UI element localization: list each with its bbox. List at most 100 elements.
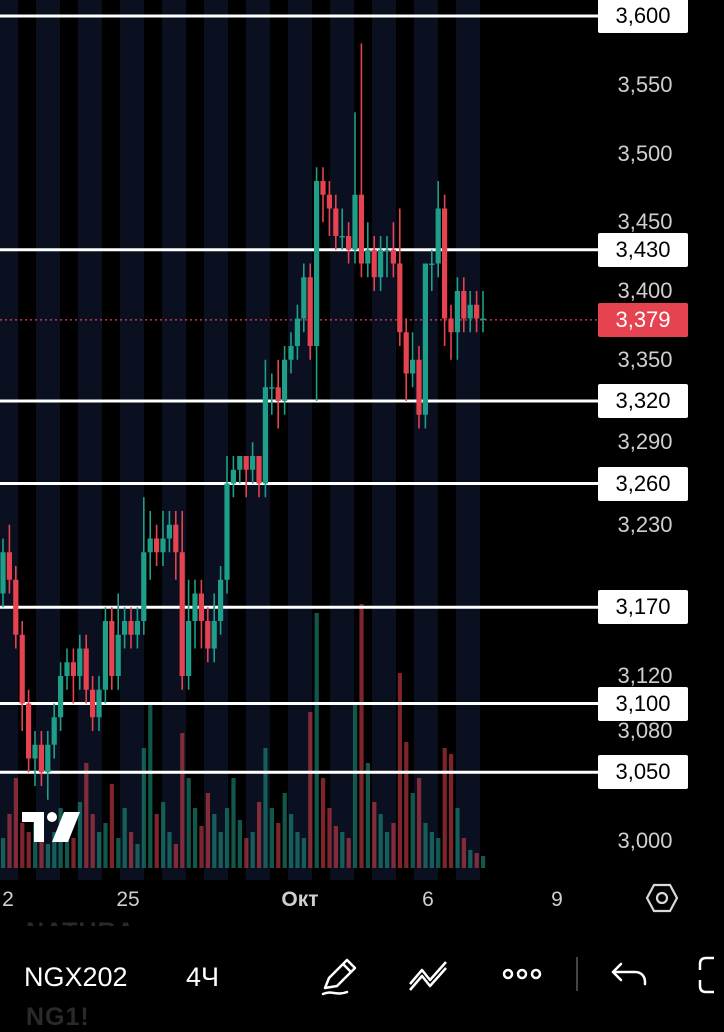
candle-body (403, 332, 409, 374)
volume-bar (455, 808, 460, 868)
symbol-ghost: NG1! (26, 1003, 90, 1031)
session-band (120, 0, 144, 880)
volume-bar (90, 814, 95, 868)
volume-bar (13, 778, 18, 868)
candle-body (198, 593, 204, 621)
level-price-tag[interactable]: 3,600 (598, 0, 688, 33)
candle-body (51, 717, 57, 745)
x-tick-label: 2 (2, 888, 14, 911)
price-tick-label: 3,120 (617, 663, 673, 688)
volume-bar (404, 742, 409, 868)
symbol-button[interactable]: NGX202 (24, 962, 128, 992)
volume-bar (321, 778, 326, 868)
volume-bar (263, 748, 268, 868)
level-price-tag[interactable]: 3,320 (598, 384, 688, 418)
more-dots-icon[interactable] (498, 952, 546, 1000)
level-price-tag[interactable]: 3,430 (598, 232, 688, 267)
level-price-tag[interactable]: 3,100 (598, 686, 688, 721)
candle-body (160, 538, 166, 553)
price-tick-label: 3,230 (617, 511, 673, 537)
candle-body (352, 194, 358, 250)
candle-body (166, 524, 172, 539)
volume-bar (141, 748, 146, 868)
session-band (204, 0, 228, 880)
candle-body (211, 621, 217, 649)
candle-body (32, 744, 38, 759)
interval-button[interactable]: 4Ч (186, 962, 220, 992)
volume-bar (205, 793, 210, 868)
session-band (330, 0, 354, 880)
candle-body (147, 538, 153, 553)
time-axis[interactable]: 2 25 Окт 6 9 (0, 880, 724, 920)
fullscreen-icon[interactable] (694, 952, 724, 1000)
candle-body (0, 552, 6, 594)
candle-body (186, 621, 192, 676)
x-tick-label: 6 (422, 888, 434, 911)
volume-bar (385, 832, 390, 868)
volume-bar (257, 802, 262, 868)
candle-body (205, 621, 211, 649)
candle-body (128, 621, 134, 635)
volume-bar (26, 832, 31, 868)
price-chart[interactable] (0, 0, 724, 880)
candle-body (294, 318, 300, 346)
volume-bar (109, 784, 114, 868)
candle-body (13, 579, 19, 635)
candle-body (346, 236, 352, 250)
candle-body (102, 621, 108, 690)
level-price-tag[interactable]: 3,170 (598, 590, 688, 625)
candle-body (480, 318, 486, 320)
price-tick-label: 3,500 (617, 140, 673, 166)
undo-arrow-icon[interactable] (607, 952, 655, 1000)
volume-bar (20, 823, 25, 868)
volume-bar (122, 808, 127, 868)
candle-body (384, 249, 390, 252)
volume-bar (167, 832, 172, 868)
candle-body (230, 469, 236, 484)
candle-body (275, 387, 281, 401)
volume-bar (225, 808, 230, 868)
candle-body (262, 387, 268, 484)
candle-body (224, 483, 230, 580)
volume-bar (346, 838, 351, 868)
volume-bar (333, 826, 338, 868)
candle-body (333, 208, 339, 236)
candle-body (173, 524, 179, 553)
candle-body (115, 634, 121, 676)
bottom-toolbar (0, 926, 724, 1024)
volume-bar (449, 754, 454, 868)
volume-bar (129, 832, 134, 868)
candle-body (301, 277, 307, 319)
volume-bar (417, 778, 422, 868)
volume-bar (1, 838, 6, 868)
volume-bar (289, 814, 294, 868)
chart-area[interactable]: 3,550 3,500 3,450 3,400 3,350 3,290 3,230 3,120… (0, 0, 724, 880)
volume-bar (442, 748, 447, 868)
volume-bar (148, 703, 153, 868)
candle-body (326, 194, 332, 209)
candle-body (269, 387, 275, 389)
candle-body (19, 634, 25, 704)
settings-hexagon-icon[interactable] (645, 881, 679, 915)
volume-bar (39, 838, 44, 868)
level-price-tag[interactable]: 3,050 (598, 755, 688, 790)
volume-bar (301, 838, 306, 868)
candle-body (58, 676, 64, 718)
price-tick-label: 3,350 (617, 346, 673, 372)
volume-bar (7, 814, 12, 868)
volume-bar (391, 823, 396, 868)
candle-body (250, 456, 256, 470)
pen-draw-icon[interactable] (315, 952, 363, 1000)
candle-body (474, 304, 480, 319)
trend-lines-icon[interactable] (404, 952, 452, 1000)
candle-body (64, 662, 70, 676)
volume-bar (468, 850, 473, 868)
candle-body (83, 648, 89, 690)
volume-bar (45, 844, 50, 868)
level-price-tag[interactable]: 3,260 (598, 466, 688, 501)
volume-bar (481, 856, 486, 868)
volume-bar (84, 763, 89, 868)
volume-bar (327, 808, 332, 868)
volume-bar (461, 838, 466, 868)
volume-bar (154, 814, 159, 868)
